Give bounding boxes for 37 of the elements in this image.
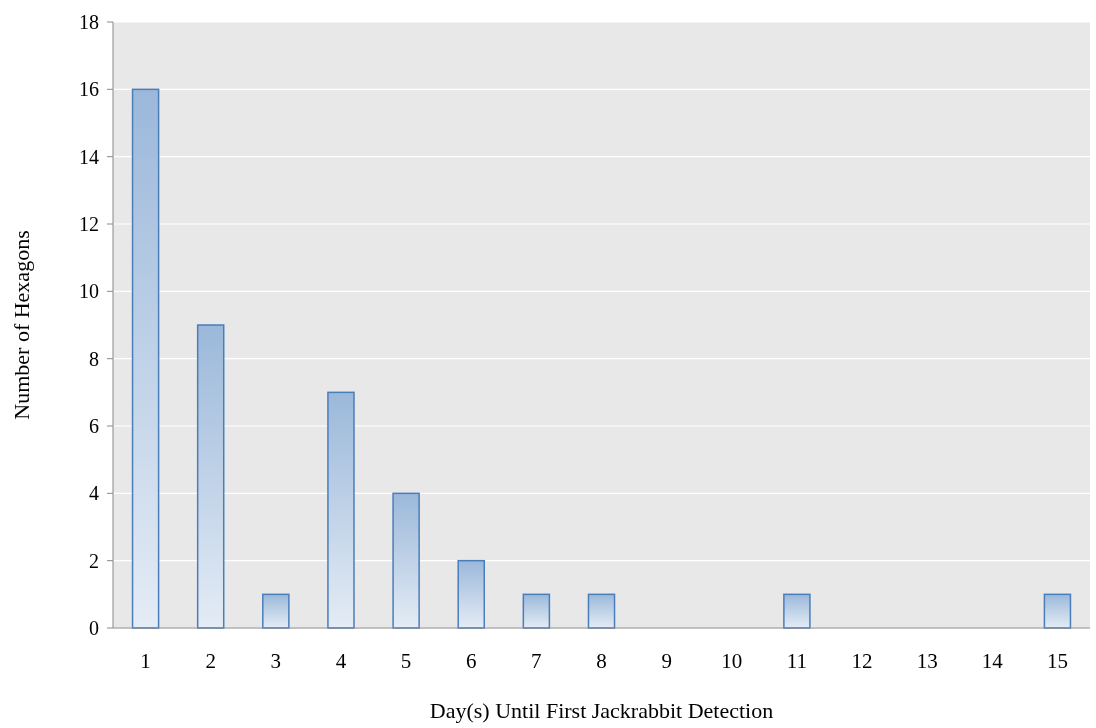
x-tick-label: 4 bbox=[335, 649, 347, 673]
y-tick-label: 16 bbox=[79, 78, 99, 101]
y-tick-label: 14 bbox=[79, 145, 99, 168]
x-axis-title: Day(s) Until First Jackrabbit Detection bbox=[429, 698, 774, 723]
x-tick-label: 14 bbox=[981, 649, 1004, 673]
bar bbox=[1043, 593, 1072, 629]
y-tick-label: 4 bbox=[89, 482, 99, 505]
x-tick-label: 3 bbox=[270, 649, 282, 673]
x-tick-label: 1 bbox=[140, 649, 151, 673]
y-tick-label: 2 bbox=[89, 549, 99, 572]
bar bbox=[196, 324, 225, 629]
bar bbox=[522, 593, 551, 629]
y-axis-title: Number of Hexagons bbox=[9, 230, 34, 420]
y-tick-label: 10 bbox=[79, 280, 99, 303]
x-tick-label: 15 bbox=[1046, 649, 1068, 673]
bar bbox=[262, 593, 290, 629]
x-tick-label: 10 bbox=[721, 649, 743, 673]
x-tick-label: 5 bbox=[400, 649, 412, 673]
x-tick-label: 7 bbox=[531, 649, 542, 673]
x-tick-label: 6 bbox=[465, 649, 477, 673]
x-tick-label: 12 bbox=[851, 649, 873, 673]
y-tick-label: 12 bbox=[79, 213, 99, 235]
bar bbox=[783, 593, 811, 629]
bar bbox=[131, 88, 160, 629]
y-tick-label: 6 bbox=[89, 415, 99, 437]
y-tick-label: 8 bbox=[89, 347, 99, 370]
x-tick-label: 2 bbox=[205, 649, 216, 673]
bar bbox=[392, 492, 420, 629]
bar bbox=[457, 559, 486, 629]
x-tick-label: 13 bbox=[916, 649, 938, 673]
bar bbox=[327, 391, 355, 629]
y-tick-label: 0 bbox=[89, 617, 99, 639]
x-tick-label: 8 bbox=[596, 649, 607, 673]
bar bbox=[587, 593, 616, 629]
x-tick-label: 11 bbox=[786, 649, 808, 673]
y-tick-label: 18 bbox=[79, 11, 99, 33]
x-tick-label: 9 bbox=[661, 649, 672, 673]
